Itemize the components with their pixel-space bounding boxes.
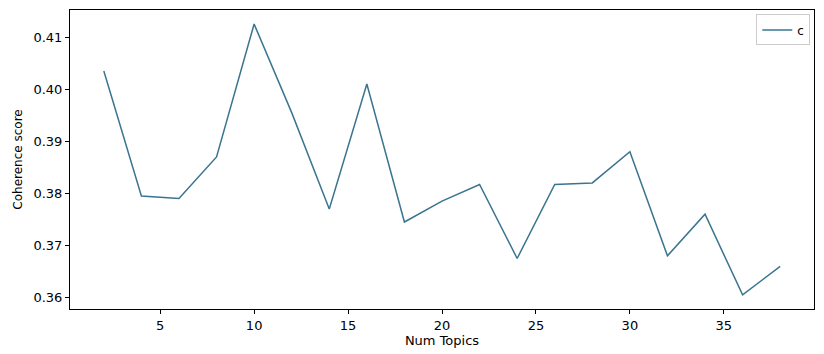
svg-text:0.39: 0.39 — [33, 134, 62, 149]
svg-text:0.40: 0.40 — [33, 82, 62, 97]
svg-text:35: 35 — [716, 318, 733, 333]
svg-text:10: 10 — [246, 318, 263, 333]
svg-text:Num Topics: Num Topics — [405, 333, 479, 348]
svg-text:30: 30 — [622, 318, 639, 333]
svg-text:5: 5 — [156, 318, 164, 333]
svg-text:Coherence score: Coherence score — [11, 109, 25, 209]
svg-text:0.41: 0.41 — [33, 30, 62, 45]
svg-text:15: 15 — [340, 318, 357, 333]
svg-text:25: 25 — [528, 318, 545, 333]
svg-text:0.37: 0.37 — [33, 238, 62, 253]
svg-text:0.38: 0.38 — [33, 186, 62, 201]
svg-text:0.36: 0.36 — [33, 290, 62, 305]
svg-text:c: c — [797, 24, 804, 38]
svg-text:20: 20 — [434, 318, 451, 333]
